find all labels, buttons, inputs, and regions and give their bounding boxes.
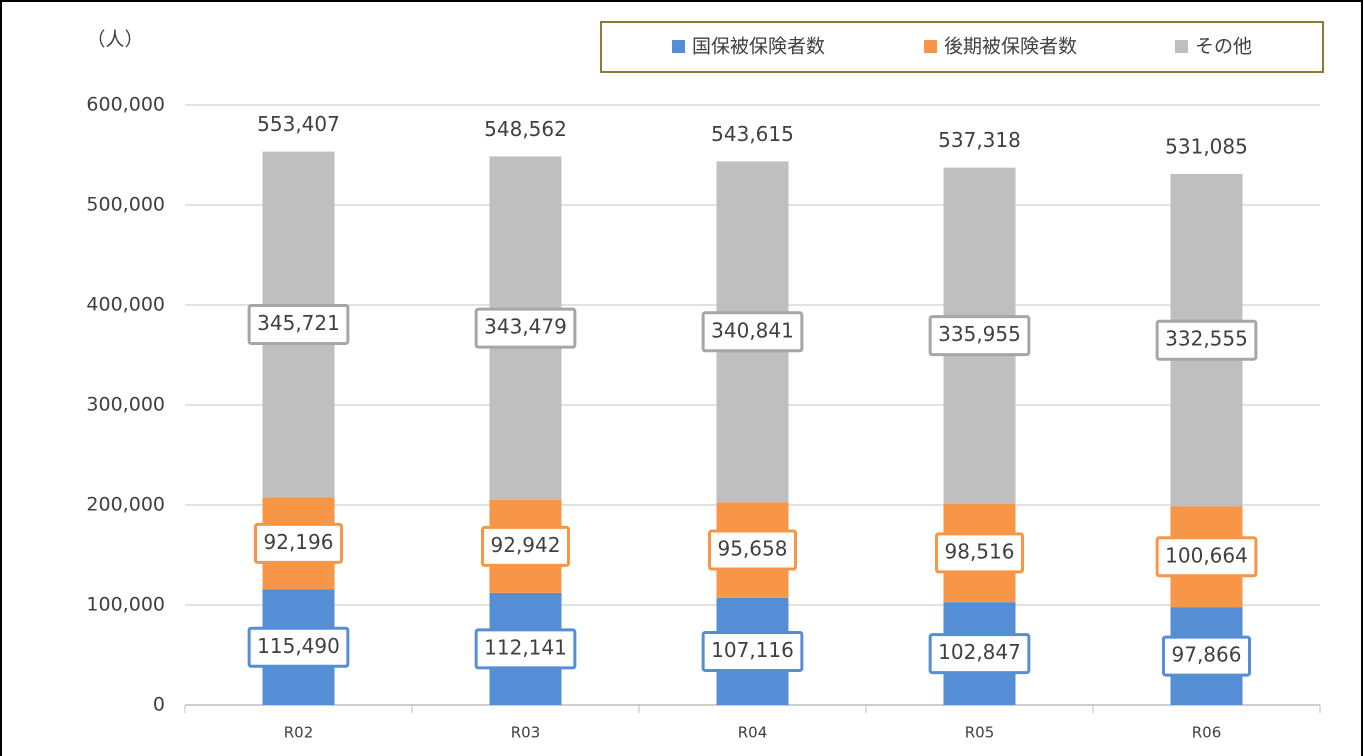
- y-tick-label: 600,000: [86, 94, 165, 116]
- value-label-box: [1155, 536, 1258, 578]
- x-tick-label: R05: [965, 724, 995, 742]
- value-label: 102,847: [938, 640, 1021, 664]
- total-label: 537,318: [938, 128, 1021, 152]
- y-unit-label: （人）: [86, 29, 143, 51]
- value-label-box: [247, 626, 350, 668]
- value-label: 340,841: [711, 318, 794, 342]
- value-label-box: [928, 315, 1031, 357]
- value-label: 343,479: [484, 315, 567, 339]
- legend-swatch: [924, 40, 937, 53]
- value-label: 98,516: [945, 539, 1015, 563]
- x-tick-label: R03: [511, 724, 541, 742]
- legend-swatch: [1175, 40, 1188, 53]
- legend-label: その他: [1195, 36, 1252, 58]
- y-tick-label: 100,000: [86, 594, 165, 616]
- value-label: 92,942: [491, 533, 561, 557]
- total-label: 531,085: [1165, 134, 1248, 158]
- x-tick-label: R06: [1192, 724, 1222, 742]
- legend-label: 国保被保険者数: [692, 36, 825, 58]
- value-label-box: [701, 311, 804, 353]
- y-tick-label: 0: [153, 694, 165, 716]
- y-tick-label: 200,000: [86, 494, 165, 516]
- value-label-box: [928, 633, 1031, 675]
- value-label: 112,141: [484, 635, 567, 659]
- value-label: 97,866: [1172, 643, 1242, 667]
- y-tick-label: 300,000: [86, 394, 165, 416]
- legend-box: [600, 21, 1324, 73]
- y-tick-label: 400,000: [86, 294, 165, 316]
- x-tick-label: R04: [738, 724, 768, 742]
- value-label-box: [935, 532, 1024, 574]
- value-label: 92,196: [264, 530, 334, 554]
- total-label: 553,407: [257, 112, 340, 136]
- value-label-box: [481, 525, 570, 567]
- total-label: 543,615: [711, 122, 794, 146]
- x-tick-label: R02: [284, 724, 314, 742]
- y-tick-label: 500,000: [86, 194, 165, 216]
- value-label: 115,490: [257, 634, 340, 658]
- total-label: 548,562: [484, 117, 567, 141]
- value-label: 100,664: [1165, 543, 1248, 567]
- value-label: 335,955: [938, 322, 1021, 346]
- value-label-box: [474, 307, 577, 349]
- value-label-box: [474, 628, 577, 670]
- value-label: 345,721: [257, 311, 340, 335]
- value-label-box: [708, 529, 797, 571]
- value-label: 107,116: [711, 638, 794, 662]
- value-label-box: [701, 630, 804, 672]
- legend-label: 後期被保険者数: [944, 36, 1077, 58]
- legend-swatch: [672, 40, 685, 53]
- value-label-box: [247, 303, 350, 345]
- value-label-box: [1162, 635, 1251, 677]
- value-label: 95,658: [718, 537, 788, 561]
- value-label-box: [254, 522, 343, 564]
- value-label: 332,555: [1165, 327, 1248, 351]
- value-label-box: [1155, 319, 1258, 361]
